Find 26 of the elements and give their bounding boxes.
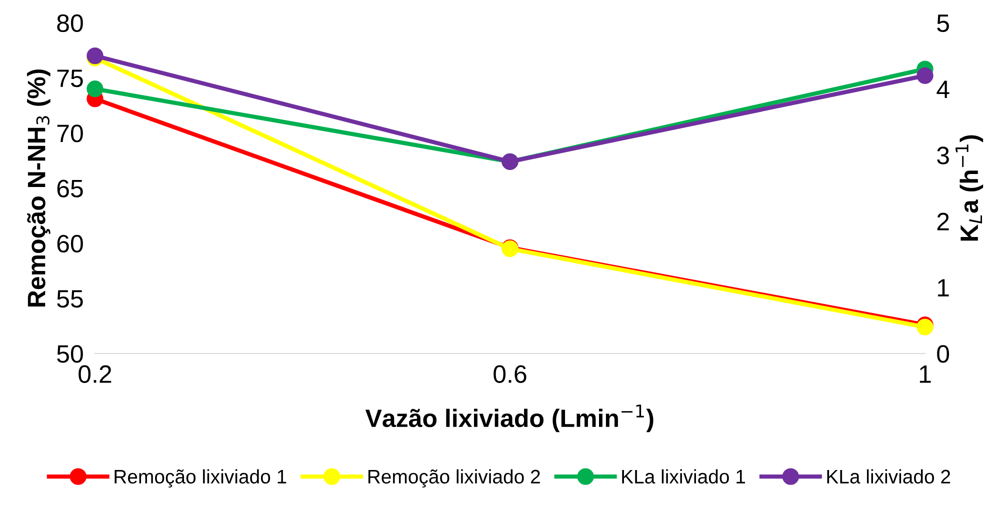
y-tick-label: 75 bbox=[57, 70, 83, 88]
point bbox=[916, 67, 934, 84]
y2-tick-label: 3 bbox=[937, 146, 949, 164]
point bbox=[86, 80, 104, 98]
x-tick-label: 1 bbox=[920, 366, 931, 383]
y2-axis-title: K$_{L}$a (h$^{−1}$) bbox=[956, 135, 984, 241]
y2-tick-label: 5 bbox=[937, 14, 949, 32]
y-tick-label: 60 bbox=[57, 234, 83, 253]
legend-label: KLa lixiviado 2 bbox=[827, 469, 950, 484]
x-tick-label: 0.6 bbox=[494, 365, 526, 383]
y2-tick-label: 2 bbox=[937, 212, 949, 230]
y-tick-label: 65 bbox=[57, 180, 83, 198]
y-tick-label: 50 bbox=[57, 345, 83, 363]
y-tick-label: 80 bbox=[57, 14, 83, 32]
x-tick-label: 0.2 bbox=[78, 365, 112, 383]
y-tick-label: 70 bbox=[57, 124, 83, 142]
y2-tick-label: 1 bbox=[938, 279, 949, 296]
x-axis-title: Vazão lixiviado (Lmin$^{−1}$) bbox=[365, 404, 654, 432]
y2-tick-label: 0 bbox=[937, 345, 950, 363]
y-axis-title: Remoção N-NH$_{3}$ (%) bbox=[27, 70, 50, 306]
legend-label: Remoção lixiviado 1 bbox=[114, 469, 286, 488]
point bbox=[86, 47, 104, 64]
legend-label: KLa lixiviado 1 bbox=[622, 469, 745, 484]
legend-label: Remoção lixiviado 2 bbox=[368, 469, 540, 488]
y2-tick-label: 4 bbox=[936, 80, 950, 98]
y-tick-label: 55 bbox=[57, 290, 83, 308]
